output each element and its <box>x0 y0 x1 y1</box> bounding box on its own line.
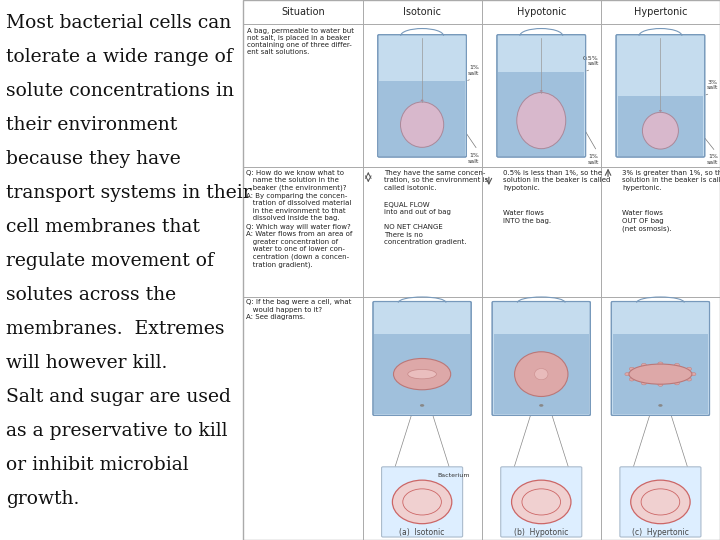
Text: solute concentrations in: solute concentrations in <box>6 82 234 99</box>
Text: (a)  Isotonic: (a) Isotonic <box>400 528 445 537</box>
Ellipse shape <box>625 373 630 376</box>
Bar <box>374 334 469 414</box>
FancyBboxPatch shape <box>378 35 467 157</box>
Text: 3% is greater than 1%, so the
solution in the beaker is called
hypertonic.: 3% is greater than 1%, so the solution i… <box>623 170 720 191</box>
Text: A bag, permeable to water but
not salt, is placed in a beaker
containing one of : A bag, permeable to water but not salt, … <box>247 28 354 55</box>
Text: 1%
salt: 1% salt <box>705 138 718 165</box>
Text: tolerate a wide range of: tolerate a wide range of <box>6 48 233 65</box>
Bar <box>379 82 465 156</box>
Text: solutes across the: solutes across the <box>6 286 176 303</box>
Ellipse shape <box>629 367 634 370</box>
Ellipse shape <box>539 404 544 407</box>
Ellipse shape <box>629 378 634 381</box>
Text: their environment: their environment <box>6 116 177 133</box>
Ellipse shape <box>392 480 452 524</box>
Text: cell membranes that: cell membranes that <box>6 218 199 235</box>
Ellipse shape <box>686 378 691 381</box>
Ellipse shape <box>658 362 663 365</box>
Text: Q: Which way will water flow?
A: Water flows from an area of
   greater concentr: Q: Which way will water flow? A: Water f… <box>246 224 353 268</box>
Text: 1%
salt: 1% salt <box>585 131 599 165</box>
Ellipse shape <box>420 404 424 407</box>
Ellipse shape <box>540 90 543 92</box>
Bar <box>618 96 703 156</box>
Ellipse shape <box>631 480 690 524</box>
Text: Salt and sugar are used: Salt and sugar are used <box>6 388 230 406</box>
Ellipse shape <box>511 480 571 524</box>
FancyBboxPatch shape <box>620 467 701 537</box>
Text: Q: How do we know what to
   name the solution in the
   beaker (the environment: Q: How do we know what to name the solut… <box>246 170 351 221</box>
Text: They have the same concen-
tration, so the environment is
called isotonic.: They have the same concen- tration, so t… <box>384 170 488 191</box>
Ellipse shape <box>408 369 436 379</box>
Text: Isotonic: Isotonic <box>403 7 441 17</box>
Bar <box>243 0 720 540</box>
Text: Most bacterial cells can: Most bacterial cells can <box>6 14 231 31</box>
Text: Water flows
OUT OF bag
(net osmosis).: Water flows OUT OF bag (net osmosis). <box>623 210 672 232</box>
Bar <box>498 72 584 156</box>
Ellipse shape <box>642 112 678 149</box>
Text: Situation: Situation <box>281 7 325 17</box>
Text: regulate movement of: regulate movement of <box>6 252 214 269</box>
Ellipse shape <box>400 102 444 147</box>
Text: membranes.  Extremes: membranes. Extremes <box>6 320 224 338</box>
Ellipse shape <box>629 364 692 384</box>
Ellipse shape <box>658 404 662 407</box>
Text: Hypertonic: Hypertonic <box>634 7 687 17</box>
Text: Water flows
INTO the bag.: Water flows INTO the bag. <box>503 210 552 224</box>
FancyBboxPatch shape <box>497 35 585 157</box>
Text: 3%
salt: 3% salt <box>706 79 718 95</box>
Bar <box>613 334 708 414</box>
Text: will however kill.: will however kill. <box>6 354 167 372</box>
Ellipse shape <box>658 383 663 386</box>
Text: Q: If the bag were a cell, what
   would happen to it?
A: See diagrams.: Q: If the bag were a cell, what would ha… <box>246 299 351 320</box>
FancyBboxPatch shape <box>382 467 463 537</box>
Ellipse shape <box>515 352 568 396</box>
Text: (c)  Hypertonic: (c) Hypertonic <box>632 528 689 537</box>
Ellipse shape <box>691 373 696 376</box>
Text: (b)  Hypotonic: (b) Hypotonic <box>514 528 569 537</box>
Ellipse shape <box>534 368 548 380</box>
Ellipse shape <box>394 359 451 390</box>
Ellipse shape <box>642 363 647 367</box>
Text: Red blood
cell: Red blood cell <box>436 340 468 350</box>
Text: transport systems in their: transport systems in their <box>6 184 251 201</box>
FancyBboxPatch shape <box>500 467 582 537</box>
Text: growth.: growth. <box>6 490 79 508</box>
Ellipse shape <box>686 367 691 370</box>
FancyBboxPatch shape <box>492 301 590 415</box>
Text: EQUAL FLOW
into and out of bag

NO NET CHANGE
There is no
concentration gradient: EQUAL FLOW into and out of bag NO NET CH… <box>384 202 467 246</box>
Bar <box>494 334 589 414</box>
FancyBboxPatch shape <box>616 35 705 157</box>
Ellipse shape <box>517 92 566 148</box>
Ellipse shape <box>642 382 647 385</box>
Text: as a preservative to kill: as a preservative to kill <box>6 422 228 440</box>
FancyBboxPatch shape <box>611 301 709 415</box>
Text: Hypotonic: Hypotonic <box>516 7 566 17</box>
Ellipse shape <box>675 363 680 367</box>
Ellipse shape <box>659 110 662 112</box>
Text: 0.5% is less than 1%, so the
solution in the beaker is called
hypotonic.: 0.5% is less than 1%, so the solution in… <box>503 170 611 191</box>
Text: 0.5%
salt: 0.5% salt <box>583 56 599 71</box>
Text: 1%
salt: 1% salt <box>467 134 480 164</box>
Text: 1%
salt: 1% salt <box>467 65 480 80</box>
Ellipse shape <box>420 99 423 101</box>
Text: Bacterium: Bacterium <box>437 473 469 478</box>
Ellipse shape <box>675 382 680 385</box>
Bar <box>0 0 243 540</box>
Text: or inhibit microbial: or inhibit microbial <box>6 456 189 474</box>
FancyBboxPatch shape <box>373 301 471 415</box>
Text: because they have: because they have <box>6 150 181 167</box>
